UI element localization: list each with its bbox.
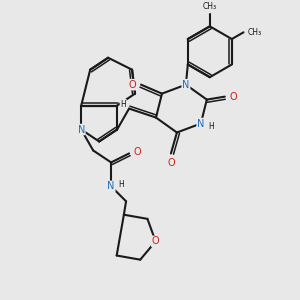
Text: H: H <box>120 100 126 109</box>
Text: N: N <box>182 80 190 90</box>
Text: CH₃: CH₃ <box>248 28 262 37</box>
Text: N: N <box>197 118 205 128</box>
Text: O: O <box>134 147 141 157</box>
Text: O: O <box>129 80 136 90</box>
Text: O: O <box>167 158 175 168</box>
Text: N: N <box>77 124 85 134</box>
Text: CH₃: CH₃ <box>203 2 217 11</box>
Text: H: H <box>118 180 124 189</box>
Text: N: N <box>107 181 115 191</box>
Text: O: O <box>229 92 237 102</box>
Text: O: O <box>152 236 159 246</box>
Text: H: H <box>208 122 214 131</box>
